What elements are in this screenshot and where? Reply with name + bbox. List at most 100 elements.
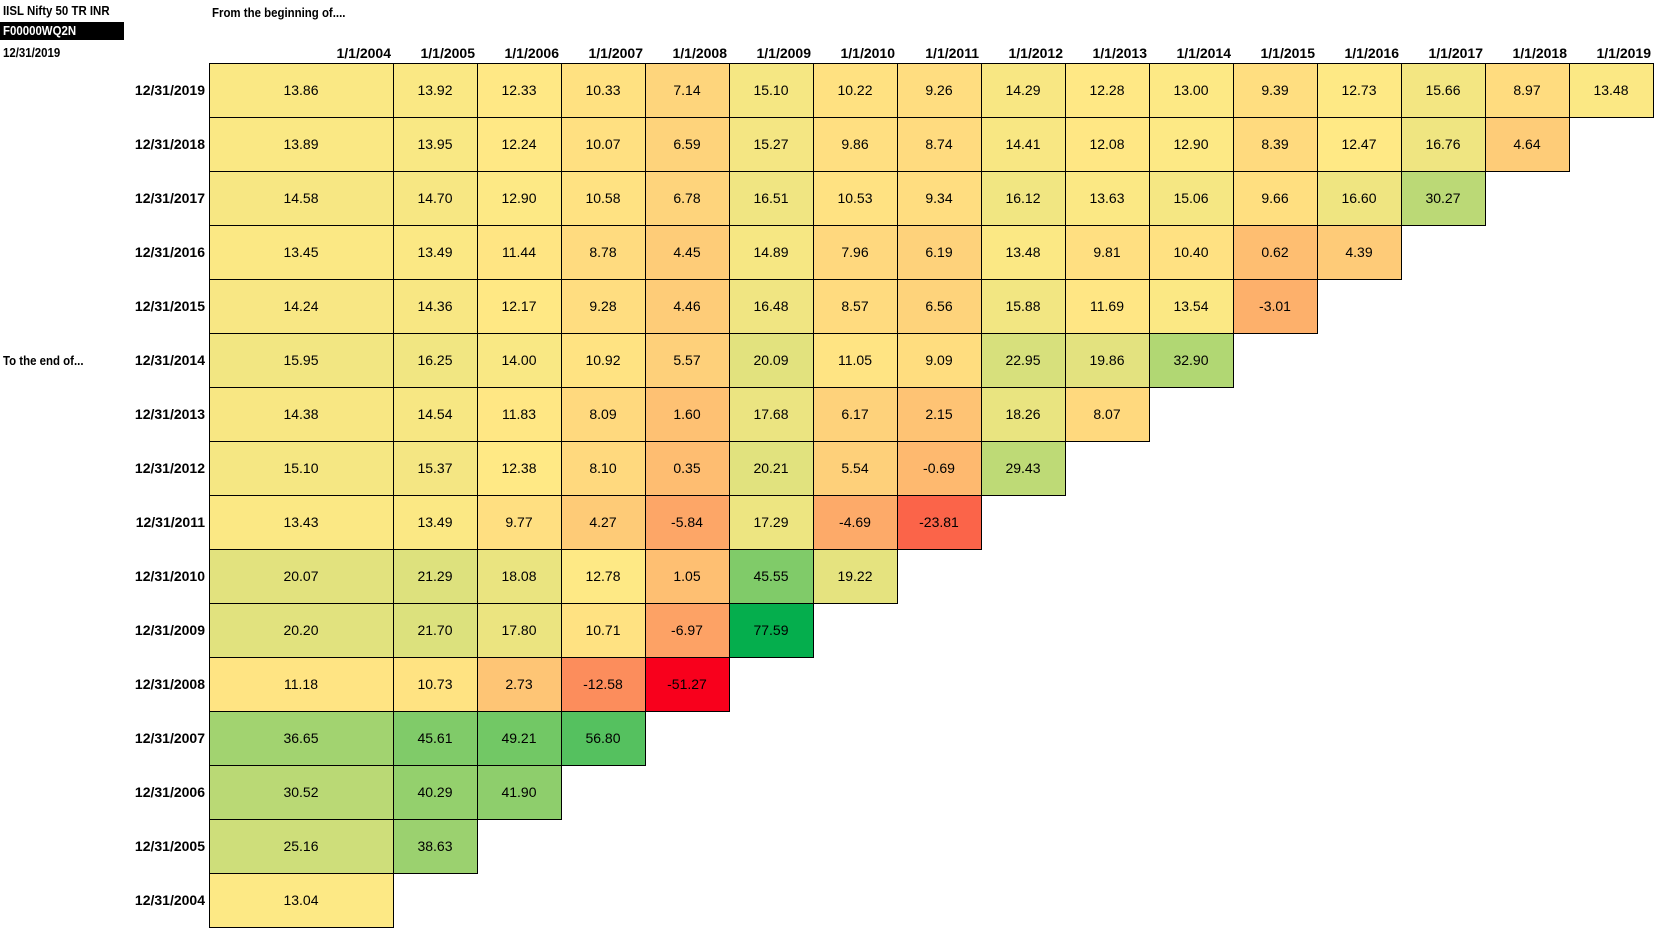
heatmap-cell (393, 333, 478, 388)
cell-value: 15.88 (1005, 298, 1040, 314)
cell-value: 40.29 (417, 784, 452, 800)
cell-value: 19.86 (1089, 352, 1124, 368)
heatmap-cell (477, 549, 562, 604)
heatmap-cell (477, 765, 562, 820)
column-label: 1/1/2017 (1429, 45, 1484, 61)
heatmap-cell (561, 441, 646, 496)
heatmap-cell (813, 63, 898, 118)
cell-value: 4.64 (1513, 136, 1540, 152)
cell-value: 41.90 (501, 784, 536, 800)
cell-value: 14.00 (501, 352, 536, 368)
cell-value: 13.04 (283, 892, 318, 908)
heatmap-cell (393, 549, 478, 604)
fund-name: IISL Nifty 50 TR INR (3, 3, 110, 18)
column-label: 1/1/2008 (673, 45, 728, 61)
cell-value: 9.34 (925, 190, 952, 206)
cell-value: 10.40 (1173, 244, 1208, 260)
cell-value: 6.56 (925, 298, 952, 314)
cell-value: 15.06 (1173, 190, 1208, 206)
heatmap-cell (1149, 63, 1234, 118)
column-label: 1/1/2012 (1009, 45, 1064, 61)
cell-value: 9.28 (589, 298, 616, 314)
column-label: 1/1/2015 (1261, 45, 1316, 61)
heatmap-cell (897, 387, 982, 442)
cell-value: 19.22 (837, 568, 872, 584)
heatmap-cell (981, 63, 1066, 118)
cell-value: 8.09 (589, 406, 616, 422)
cell-value: 16.12 (1005, 190, 1040, 206)
row-label: 12/31/2007 (135, 730, 205, 746)
cell-value: 10.58 (585, 190, 620, 206)
cell-value: 14.70 (417, 190, 452, 206)
cell-value: 4.46 (673, 298, 700, 314)
heatmap-cell (1149, 117, 1234, 172)
cell-value: 9.39 (1261, 82, 1288, 98)
cell-value: 12.08 (1089, 136, 1124, 152)
cell-value: 15.10 (283, 460, 318, 476)
heatmap-cell (209, 711, 394, 766)
heatmap-cell (561, 657, 646, 712)
row-label: 12/31/2009 (135, 622, 205, 638)
cell-value: 15.27 (753, 136, 788, 152)
heatmap-cell (209, 333, 394, 388)
cell-value: 9.77 (505, 514, 532, 530)
heatmap-cell (729, 171, 814, 226)
fund-id-text: F00000WQ2N (3, 23, 77, 38)
cell-value: 77.59 (753, 622, 788, 638)
heatmap-cell (813, 441, 898, 496)
heatmap-cell (1317, 171, 1402, 226)
row-label: 12/31/2019 (135, 82, 205, 98)
cell-value: 12.24 (501, 136, 536, 152)
cell-value: 15.10 (753, 82, 788, 98)
cell-value: 49.21 (501, 730, 536, 746)
cell-value: 11.18 (284, 676, 318, 692)
heatmap-cell (477, 117, 562, 172)
column-label: 1/1/2016 (1345, 45, 1400, 61)
heatmap-cell (393, 711, 478, 766)
cell-value: 1.60 (673, 406, 700, 422)
cell-value: -6.97 (671, 622, 703, 638)
cell-value: 11.83 (502, 406, 536, 422)
cell-value: 16.60 (1341, 190, 1376, 206)
cell-value: 0.62 (1261, 244, 1288, 260)
cell-value: 6.78 (673, 190, 700, 206)
cell-value: 7.96 (841, 244, 868, 260)
cell-value: 12.33 (501, 82, 536, 98)
heatmap-cell (813, 225, 898, 280)
heatmap-cell (393, 117, 478, 172)
cell-value: 12.73 (1341, 82, 1376, 98)
cell-value: 17.80 (501, 622, 536, 638)
cell-value: 9.81 (1093, 244, 1120, 260)
column-label: 1/1/2014 (1177, 45, 1232, 61)
heatmap-cell (813, 387, 898, 442)
row-label: 12/31/2016 (135, 244, 205, 260)
heatmap-cell (561, 117, 646, 172)
row-label: 12/31/2012 (135, 460, 205, 476)
cell-value: 14.24 (283, 298, 318, 314)
heatmap-cell (477, 495, 562, 550)
heatmap-cell (1233, 117, 1318, 172)
heatmap-cell (645, 549, 730, 604)
cell-value: 12.47 (1341, 136, 1376, 152)
column-label: 1/1/2011 (925, 45, 979, 61)
cell-value: 13.00 (1173, 82, 1208, 98)
heatmap-cell (477, 441, 562, 496)
heatmap-cell (1233, 279, 1318, 334)
cell-value: 6.59 (673, 136, 700, 152)
cell-value: 16.25 (417, 352, 452, 368)
cell-value: 17.29 (753, 514, 788, 530)
cell-value: 4.45 (673, 244, 700, 260)
cell-value: -3.01 (1259, 298, 1291, 314)
heatmap-cell (561, 279, 646, 334)
cell-value: 10.53 (837, 190, 872, 206)
cell-value: 4.39 (1345, 244, 1372, 260)
cell-value: 12.78 (585, 568, 620, 584)
row-label: 12/31/2014 (135, 352, 205, 368)
cell-value: 10.92 (585, 352, 620, 368)
heatmap-cell (477, 225, 562, 280)
heatmap-cell (1317, 117, 1402, 172)
heatmap-cell (209, 441, 394, 496)
cell-value: 21.70 (417, 622, 452, 638)
heatmap-cell (209, 225, 394, 280)
